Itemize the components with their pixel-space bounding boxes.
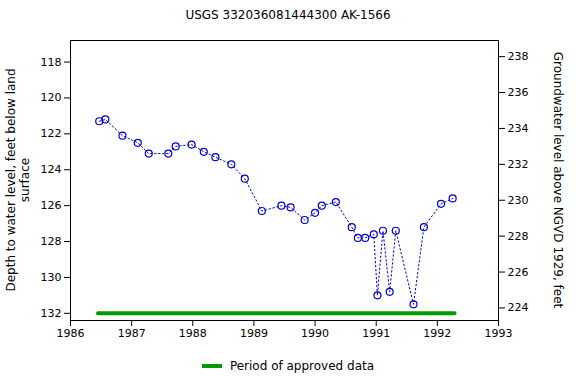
svg-text:230: 230 <box>508 194 529 207</box>
svg-text:118: 118 <box>41 56 62 69</box>
svg-text:1993: 1993 <box>485 327 513 340</box>
svg-text:228: 228 <box>508 230 529 243</box>
svg-text:1988: 1988 <box>179 327 207 340</box>
svg-text:130: 130 <box>41 271 62 284</box>
html-text:USGS 332036081444300 AK-1566: USGS 332036081444300 AK-1566 <box>185 8 391 22</box>
svg-text:1991: 1991 <box>362 327 390 340</box>
svg-text:1989: 1989 <box>240 327 268 340</box>
svg-text:128: 128 <box>41 235 62 248</box>
svg-text:1987: 1987 <box>118 327 146 340</box>
html-text:Depth to water level, feet bel: Depth to water level, feet below land su… <box>4 68 32 292</box>
svg-text:236: 236 <box>508 86 529 99</box>
svg-text:1992: 1992 <box>423 327 451 340</box>
svg-text:122: 122 <box>41 127 62 140</box>
svg-text:120: 120 <box>41 91 62 104</box>
svg-text:238: 238 <box>508 50 529 63</box>
svg-text:226: 226 <box>508 266 529 279</box>
svg-text:132: 132 <box>41 307 62 320</box>
svg-text:224: 224 <box>508 301 529 314</box>
svg-text:124: 124 <box>41 163 62 176</box>
svg-text:232: 232 <box>508 158 529 171</box>
svg-text:1990: 1990 <box>301 327 329 340</box>
svg-text:126: 126 <box>41 199 62 212</box>
svg-text:1986: 1986 <box>57 327 85 340</box>
svg-text:234: 234 <box>508 122 529 135</box>
html-text:Groundwater level above NGVD 1: Groundwater level above NGVD 1929, feet <box>551 51 565 309</box>
html-text:Period of approved data: Period of approved data <box>229 359 375 373</box>
